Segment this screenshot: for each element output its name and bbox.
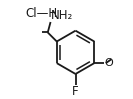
Text: F: F	[72, 85, 79, 98]
Text: O: O	[105, 58, 113, 68]
Text: Cl—H: Cl—H	[25, 7, 57, 20]
Text: NH₂: NH₂	[51, 9, 73, 22]
